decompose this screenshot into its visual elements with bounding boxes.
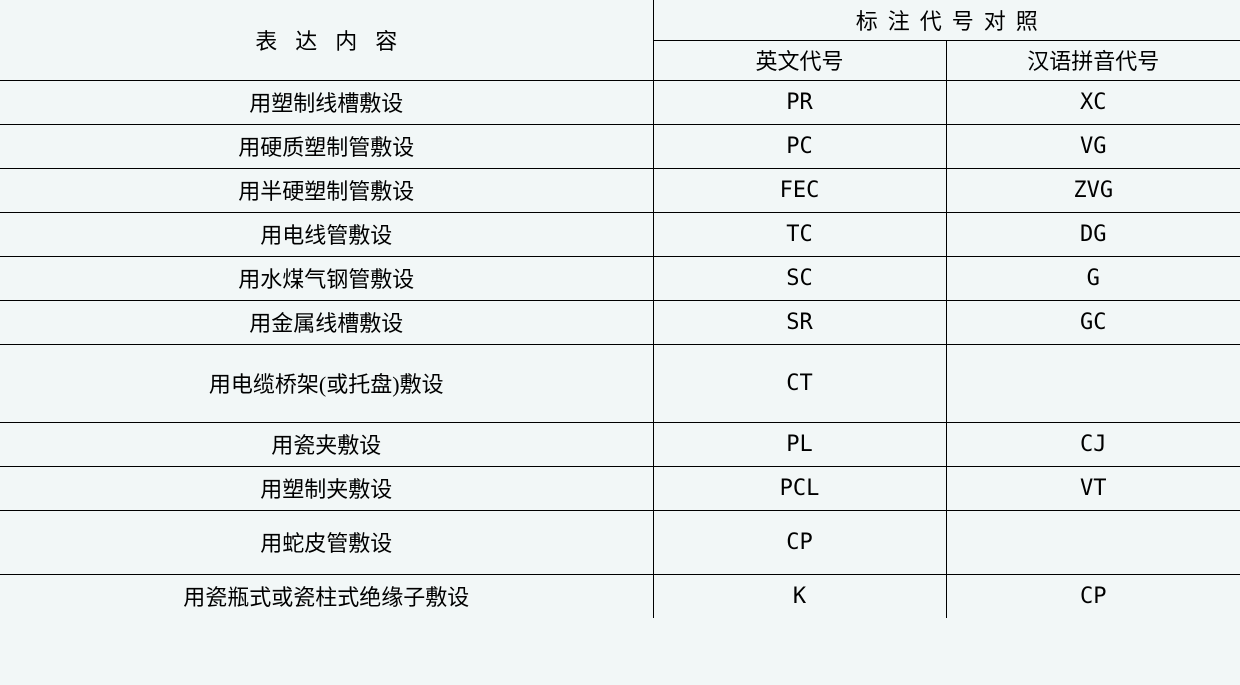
table-row: 用瓷瓶式或瓷柱式绝缘子敷设 K CP [0,574,1240,618]
table-row: 用塑制夹敷设 PCL VT [0,466,1240,510]
cell-content: 用金属线槽敷设 [0,300,653,344]
cell-pinyin: ZVG [946,168,1240,212]
cell-pinyin: G [946,256,1240,300]
cell-content: 用电缆桥架(或托盘)敷设 [0,344,653,422]
cell-content: 用塑制线槽敷设 [0,80,653,124]
cell-pinyin [946,344,1240,422]
cell-pinyin [946,510,1240,574]
table-row: 用瓷夹敷设 PL CJ [0,422,1240,466]
cell-content: 用瓷瓶式或瓷柱式绝缘子敷设 [0,574,653,618]
cell-pinyin: XC [946,80,1240,124]
header-content: 表达内容 [0,0,653,80]
cell-content: 用瓷夹敷设 [0,422,653,466]
table-row: 用电缆桥架(或托盘)敷设 CT [0,344,1240,422]
header-code-comparison: 标注代号对照 [653,0,1240,40]
cell-pinyin: DG [946,212,1240,256]
cell-english: SC [653,256,946,300]
cell-english: PL [653,422,946,466]
table-row: 用金属线槽敷设 SR GC [0,300,1240,344]
cell-pinyin: VT [946,466,1240,510]
cell-pinyin: CP [946,574,1240,618]
cell-english: FEC [653,168,946,212]
header-pinyin-code: 汉语拼音代号 [946,40,1240,80]
cell-pinyin: CJ [946,422,1240,466]
cell-content: 用水煤气钢管敷设 [0,256,653,300]
table-row: 用电线管敷设 TC DG [0,212,1240,256]
cell-pinyin: VG [946,124,1240,168]
table-row: 用半硬塑制管敷设 FEC ZVG [0,168,1240,212]
cell-content: 用电线管敷设 [0,212,653,256]
table-row: 用塑制线槽敷设 PR XC [0,80,1240,124]
cell-english: SR [653,300,946,344]
cell-content: 用塑制夹敷设 [0,466,653,510]
cell-english: PCL [653,466,946,510]
cell-english: CP [653,510,946,574]
table-row: 用蛇皮管敷设 CP [0,510,1240,574]
table-row: 用水煤气钢管敷设 SC G [0,256,1240,300]
header-english-code: 英文代号 [653,40,946,80]
cell-content: 用蛇皮管敷设 [0,510,653,574]
table-row: 用硬质塑制管敷设 PC VG [0,124,1240,168]
cell-pinyin: GC [946,300,1240,344]
cell-english: CT [653,344,946,422]
cell-english: K [653,574,946,618]
cell-english: TC [653,212,946,256]
cell-content: 用半硬塑制管敷设 [0,168,653,212]
cell-content: 用硬质塑制管敷设 [0,124,653,168]
cell-english: PC [653,124,946,168]
cell-english: PR [653,80,946,124]
code-comparison-table: 表达内容 标注代号对照 英文代号 汉语拼音代号 用塑制线槽敷设 PR XC 用硬… [0,0,1240,618]
